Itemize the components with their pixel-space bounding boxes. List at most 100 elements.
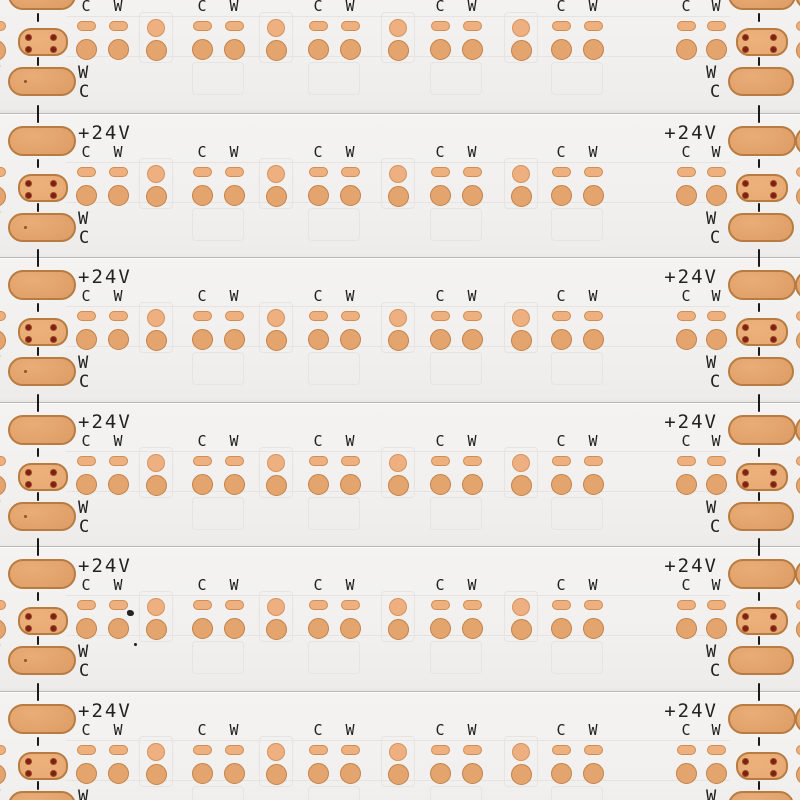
dust-speck	[134, 643, 137, 646]
cool-label: C	[435, 287, 445, 305]
voltage-label: +24V	[664, 266, 718, 288]
pad-hole	[50, 33, 57, 41]
cool-label: C	[81, 431, 91, 450]
pad-sliver	[795, 0, 800, 10]
led-pad-pill-warm	[462, 311, 482, 321]
cool-label: C	[313, 720, 323, 739]
led-pad-pill-warm	[340, 455, 360, 466]
pad-sliver	[796, 166, 800, 177]
cut-mark-tick	[757, 347, 760, 356]
led-pad-round-cool	[191, 473, 213, 495]
cool-label: C	[435, 431, 445, 450]
pad-sliver-label: C	[0, 374, 1, 391]
led-pad-round-warm	[107, 473, 129, 495]
cool-label: C	[79, 372, 90, 392]
led-pad-round-warm	[582, 618, 604, 639]
cut-mark-tick	[36, 249, 39, 267]
pad-hole	[742, 468, 749, 476]
cool-label: C	[435, 142, 445, 161]
dust-speck	[127, 610, 134, 616]
pad-hole	[50, 769, 57, 777]
pad-hole	[770, 179, 777, 187]
led-pad-pill-cool	[192, 744, 212, 755]
cut-mark-tick	[757, 447, 760, 457]
voltage-label: +24V	[664, 699, 718, 722]
power-pad-oval	[8, 414, 76, 445]
led-pad-round-warm	[582, 184, 604, 206]
warm-label: W	[467, 576, 477, 594]
pad-sliver	[0, 619, 6, 640]
cool-label: C	[197, 142, 207, 161]
led-pad-round-cool	[550, 473, 572, 495]
pad-hole	[742, 191, 749, 199]
link-pad-upper	[147, 742, 165, 761]
warm-label: W	[229, 142, 239, 161]
pad-hole	[742, 480, 749, 488]
warm-label: W	[229, 0, 239, 15]
cut-mark-tick	[757, 56, 760, 66]
warm-cool-pad-oval	[8, 790, 76, 800]
led-pad-round-warm	[582, 38, 604, 60]
trace-emboss	[192, 785, 244, 800]
led-pad-pill-cool	[308, 311, 328, 321]
cool-label: C	[81, 720, 91, 739]
cool-label: C	[79, 81, 90, 102]
led-pad-round-cool	[307, 38, 329, 60]
led-pad-pill-warm	[706, 744, 726, 755]
warm-label: W	[345, 431, 355, 450]
warm-label: W	[78, 497, 89, 518]
warm-label: W	[345, 142, 355, 161]
link-pad-lower	[265, 39, 287, 61]
trace-emboss	[308, 207, 360, 241]
pad-sliver	[0, 166, 6, 177]
link-pad-upper	[389, 18, 407, 37]
led-pad-pill-cool	[192, 600, 212, 610]
link-pad-upper	[512, 164, 530, 183]
trace-emboss	[259, 302, 293, 353]
link-pad-upper	[267, 164, 285, 183]
led-pad-round-warm	[223, 618, 245, 639]
cool-label: C	[81, 287, 91, 305]
link-pad-upper	[512, 598, 530, 616]
trace-emboss	[381, 591, 415, 642]
trace-emboss	[139, 157, 173, 209]
led-pad-pill-warm	[224, 744, 244, 755]
pad-sliver	[796, 455, 800, 466]
pad-pinhole	[24, 659, 27, 662]
led-pad-pill-warm	[706, 600, 726, 610]
led-pad-pill-warm	[108, 311, 128, 321]
led-pad-round-warm	[461, 618, 483, 639]
power-pad-oval	[8, 559, 76, 589]
led-pad-round-warm	[107, 38, 129, 60]
led-pad-pill-cool	[192, 20, 212, 31]
cut-mark-tick	[36, 158, 39, 168]
warm-label: W	[229, 287, 239, 305]
pad-sliver	[796, 474, 800, 496]
trace-emboss	[504, 446, 538, 498]
pad-hole	[50, 757, 57, 765]
led-pad-pill-cool	[308, 600, 328, 610]
pad-hole	[50, 625, 57, 632]
led-pad-round-warm	[582, 473, 604, 495]
power-pad-oval	[728, 559, 796, 589]
link-pad-lower	[145, 330, 167, 351]
warm-label: W	[113, 720, 123, 739]
led-pad-pill-warm	[108, 20, 128, 31]
pad-hole	[50, 336, 57, 343]
voltage-label: +24V	[78, 555, 132, 577]
led-pad-pill-cool	[308, 744, 328, 755]
led-pad-round-cool	[75, 329, 97, 350]
warm-label: W	[345, 0, 355, 15]
voltage-label: +24V	[78, 266, 132, 288]
cut-mark-tick	[757, 491, 760, 501]
trace-emboss	[192, 352, 244, 385]
warm-cool-pad-oval	[728, 212, 794, 242]
warm-cool-pad-oval	[8, 501, 76, 531]
led-pad-round-cool	[550, 329, 572, 350]
cut-mark-tick	[757, 104, 760, 123]
trace-emboss	[192, 496, 244, 530]
voltage-label: +24V	[78, 410, 132, 433]
